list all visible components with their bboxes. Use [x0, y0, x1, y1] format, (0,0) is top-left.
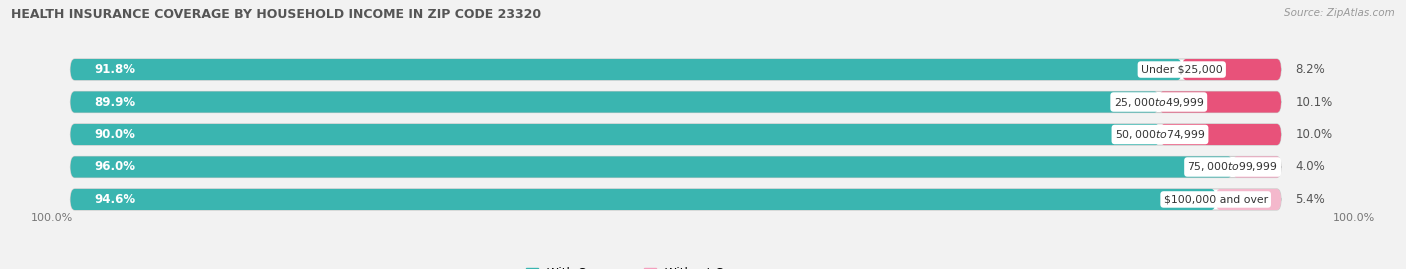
Text: 96.0%: 96.0%	[94, 161, 136, 174]
FancyBboxPatch shape	[70, 91, 1281, 112]
FancyBboxPatch shape	[70, 124, 1160, 145]
FancyBboxPatch shape	[1159, 91, 1281, 112]
FancyBboxPatch shape	[70, 59, 1281, 80]
FancyBboxPatch shape	[70, 157, 1233, 178]
FancyBboxPatch shape	[70, 91, 1159, 112]
Text: 10.0%: 10.0%	[1295, 128, 1333, 141]
FancyBboxPatch shape	[1160, 124, 1281, 145]
Text: 100.0%: 100.0%	[31, 213, 73, 223]
Text: 90.0%: 90.0%	[94, 128, 135, 141]
Text: $100,000 and over: $100,000 and over	[1164, 194, 1268, 204]
FancyBboxPatch shape	[70, 189, 1216, 210]
Text: 5.4%: 5.4%	[1295, 193, 1326, 206]
FancyBboxPatch shape	[1216, 189, 1281, 210]
Text: Source: ZipAtlas.com: Source: ZipAtlas.com	[1284, 8, 1395, 18]
FancyBboxPatch shape	[1182, 59, 1281, 80]
Text: $25,000 to $49,999: $25,000 to $49,999	[1114, 95, 1204, 108]
Text: HEALTH INSURANCE COVERAGE BY HOUSEHOLD INCOME IN ZIP CODE 23320: HEALTH INSURANCE COVERAGE BY HOUSEHOLD I…	[11, 8, 541, 21]
Text: $75,000 to $99,999: $75,000 to $99,999	[1188, 161, 1278, 174]
Text: 4.0%: 4.0%	[1295, 161, 1326, 174]
Legend: With Coverage, Without Coverage: With Coverage, Without Coverage	[526, 267, 772, 269]
Text: 94.6%: 94.6%	[94, 193, 136, 206]
Text: Under $25,000: Under $25,000	[1140, 65, 1223, 75]
Text: 91.8%: 91.8%	[94, 63, 136, 76]
Text: 89.9%: 89.9%	[94, 95, 136, 108]
Text: 8.2%: 8.2%	[1295, 63, 1326, 76]
FancyBboxPatch shape	[70, 189, 1281, 210]
Text: 100.0%: 100.0%	[1333, 213, 1375, 223]
FancyBboxPatch shape	[70, 157, 1281, 178]
Text: $50,000 to $74,999: $50,000 to $74,999	[1115, 128, 1205, 141]
FancyBboxPatch shape	[70, 59, 1182, 80]
Text: 10.1%: 10.1%	[1295, 95, 1333, 108]
FancyBboxPatch shape	[70, 124, 1281, 145]
FancyBboxPatch shape	[1233, 157, 1281, 178]
